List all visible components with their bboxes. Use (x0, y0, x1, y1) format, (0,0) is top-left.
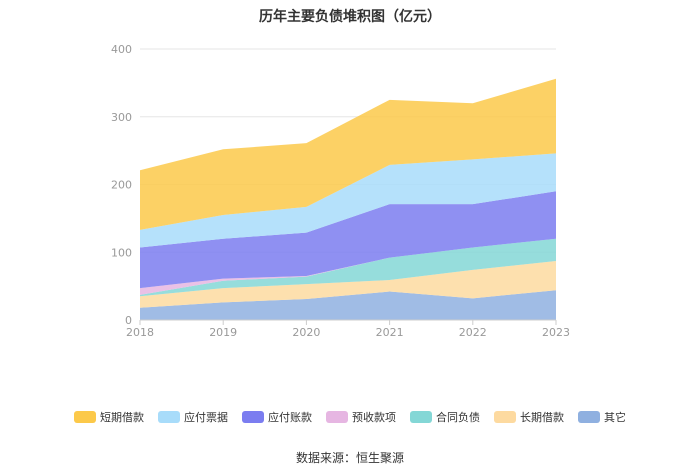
x-tick-label: 2018 (126, 326, 154, 339)
legend-label: 合同负债 (436, 411, 480, 424)
legend-item-应付票据[interactable]: 应付票据 (158, 409, 228, 425)
legend-item-合同负债[interactable]: 合同负债 (410, 409, 480, 425)
area-短期借款 (140, 78, 556, 230)
area-series (140, 78, 556, 320)
data-source: 数据来源：恒生聚源 (295, 451, 404, 465)
legend-label: 应付账款 (268, 411, 312, 424)
legend-label: 应付票据 (184, 411, 228, 424)
x-tick-label: 2023 (542, 326, 570, 339)
legend: 短期借款 应付票据 应付账款 预收款项 合同负债 长期借款 其它 (0, 409, 700, 425)
legend-label: 长期借款 (520, 411, 564, 424)
legend-label: 其它 (604, 411, 626, 424)
legend-swatch (326, 411, 348, 423)
x-tick-label: 2020 (292, 326, 320, 339)
chart-title: 历年主要负债堆积图（亿元） (259, 9, 441, 25)
legend-swatch (74, 411, 96, 423)
x-tick-label: 2021 (376, 326, 404, 339)
axes: 0 100 200 300 400 2018 2019 2020 2021 2022 2023 (111, 43, 570, 339)
x-tick-label: 2022 (459, 326, 487, 339)
legend-swatch (410, 411, 432, 423)
legend-swatch (494, 411, 516, 423)
legend-label: 预收款项 (352, 411, 396, 424)
legend-swatch (242, 411, 264, 423)
y-tick-label: 100 (111, 246, 132, 259)
y-tick-label: 400 (111, 43, 132, 56)
legend-item-其它[interactable]: 其它 (578, 409, 626, 425)
area-合同负债 (140, 238, 556, 297)
y-tick-label: 200 (111, 179, 132, 192)
legend-item-预收款项[interactable]: 预收款项 (326, 409, 396, 425)
legend-label: 短期借款 (100, 411, 144, 424)
area-应付账款 (140, 191, 556, 289)
x-tick-label: 2019 (209, 326, 237, 339)
legend-item-应付账款[interactable]: 应付账款 (242, 409, 312, 425)
area-长期借款 (140, 261, 556, 308)
y-tick-label: 300 (111, 111, 132, 124)
legend-item-长期借款[interactable]: 长期借款 (494, 409, 564, 425)
legend-item-短期借款[interactable]: 短期借款 (74, 409, 144, 425)
legend-swatch (158, 411, 180, 423)
area-其它 (140, 290, 556, 320)
legend-swatch (578, 411, 600, 423)
y-tick-label: 0 (125, 314, 132, 327)
area-应付票据 (140, 153, 556, 248)
